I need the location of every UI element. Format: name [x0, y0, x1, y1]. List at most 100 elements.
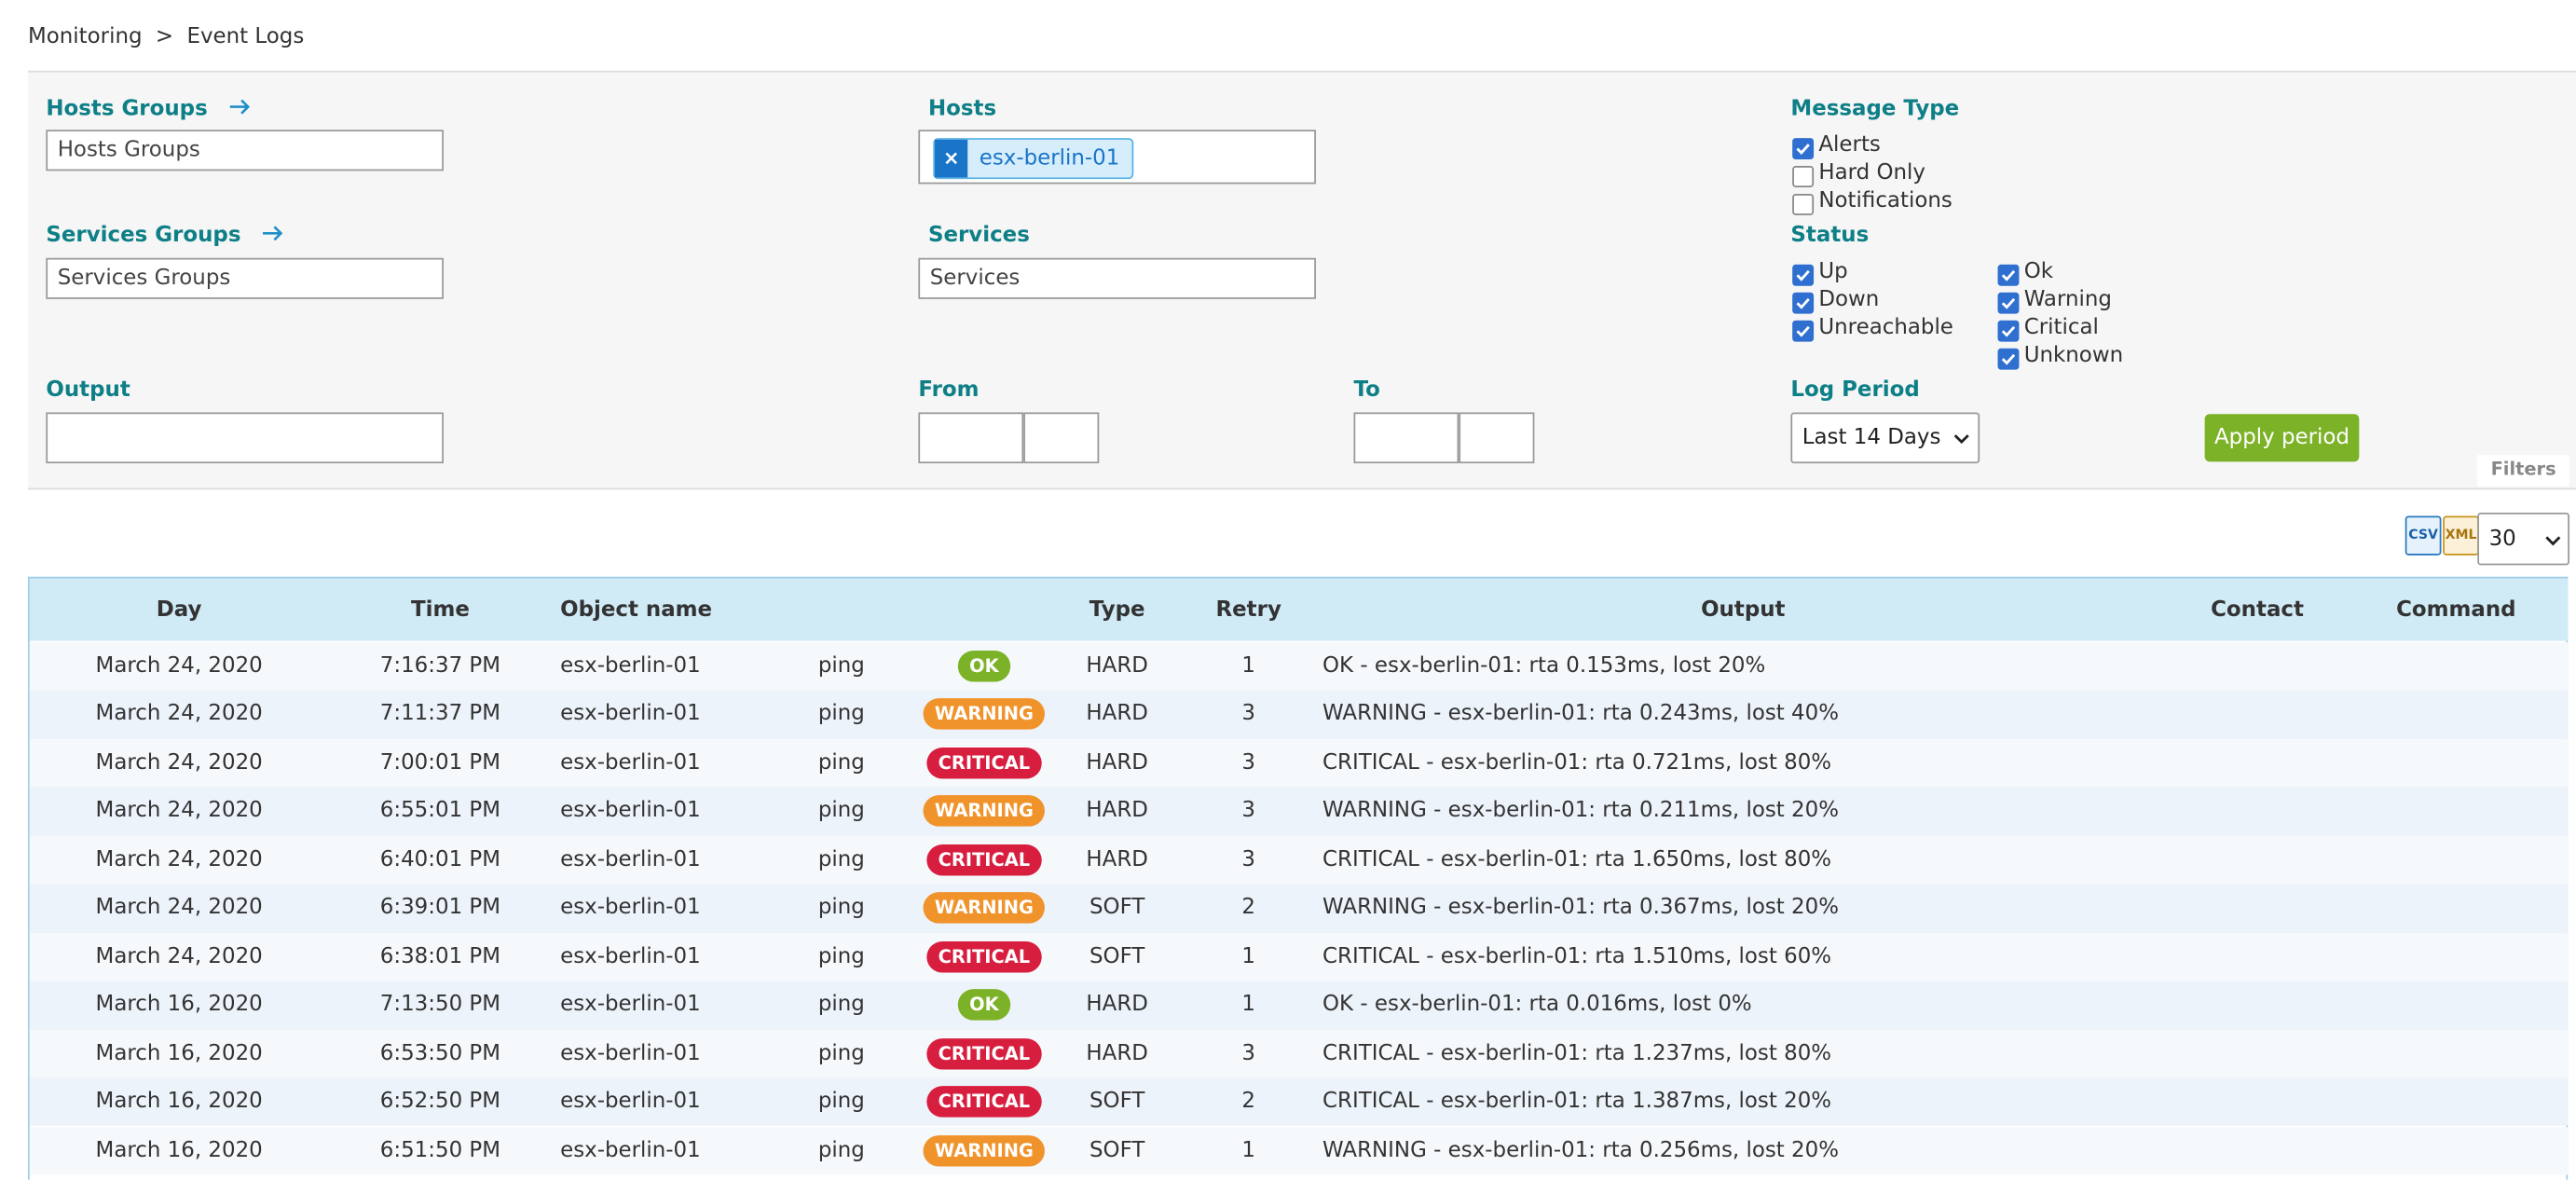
table-cell: 6:53:50 PM — [379, 1040, 501, 1066]
checkbox[interactable] — [1792, 194, 1815, 215]
apply-button[interactable]: Apply period — [2204, 414, 2360, 462]
table-cell: WARNING - esx-berlin-01: rta 0.367ms, lo… — [1322, 896, 1839, 921]
table-cell: SOFT — [1089, 944, 1145, 969]
check-icon — [1796, 144, 1810, 155]
table-cell: esx-berlin-01 — [560, 1089, 701, 1115]
text-input[interactable]: Services Groups — [46, 257, 444, 299]
table-cell: 1 — [1241, 1137, 1255, 1163]
table-cell: 1 — [1241, 992, 1255, 1018]
table-cell: SOFT — [1089, 1137, 1145, 1163]
table-cell: 7:16:37 PM — [379, 653, 501, 679]
checkbox[interactable] — [1997, 348, 2020, 370]
table-cell: 3 — [1241, 702, 1255, 727]
table-cell: 6:55:01 PM — [379, 799, 501, 824]
checkbox[interactable] — [1792, 320, 1815, 342]
table-cell: March 24, 2020 — [95, 799, 263, 824]
table-cell: ping — [817, 750, 865, 775]
column-header: Day — [156, 597, 202, 624]
table-cell: esx-berlin-01 — [560, 653, 701, 679]
table-cell: March 24, 2020 — [95, 750, 263, 775]
column-header: Output — [1701, 597, 1786, 624]
table-row: March 24, 2020 6:40:01 PM esx-berlin-01 pin… — [29, 835, 2569, 885]
table-cell: CRITICAL - esx-berlin-01: rta 1.650ms, l… — [1322, 847, 1832, 872]
table-cell: 1 — [1241, 944, 1255, 969]
checkbox[interactable] — [1792, 166, 1815, 187]
checkbox[interactable] — [1792, 138, 1815, 159]
checkbox-label: Notifications — [1818, 188, 1953, 214]
placeholder: Hosts Groups — [57, 138, 200, 163]
table-cell: HARD — [1086, 992, 1148, 1018]
table-row: March 16, 2020 6:53:50 PM esx-berlin-01 pin… — [29, 1029, 2569, 1078]
table-cell: CRITICAL - esx-berlin-01: rta 0.721ms, l… — [1322, 750, 1832, 775]
checkbox[interactable] — [1792, 292, 1815, 314]
table-cell: OK - esx-berlin-01: rta 0.016ms, lost 0% — [1322, 992, 1752, 1018]
breadcrumb-item[interactable]: Monitoring — [27, 24, 143, 49]
check-icon — [2001, 269, 2016, 281]
check-icon — [2001, 353, 2016, 365]
filter-label: From — [918, 377, 980, 403]
column-header: Type — [1089, 597, 1145, 624]
table-cell: March 24, 2020 — [95, 702, 263, 727]
table-header — [29, 578, 2569, 641]
status-badge: WARNING — [923, 795, 1046, 828]
arrow-icon[interactable] — [262, 225, 285, 241]
filters-tab[interactable]: Filters — [2477, 455, 2569, 487]
table-cell: HARD — [1086, 1040, 1148, 1066]
table-cell: OK - esx-berlin-01: rta 0.153ms, lost 20… — [1322, 653, 1766, 679]
filter-label: Services Groups — [46, 224, 284, 248]
text-input[interactable]: Services — [918, 257, 1316, 299]
chip-remove[interactable]: × — [935, 139, 968, 178]
column-header: Object name — [560, 597, 713, 624]
csv-export[interactable]: CSV — [2405, 515, 2442, 556]
table-row: March 16, 2020 6:52:50 PM esx-berlin-01 pin… — [29, 1077, 2569, 1127]
checkbox[interactable] — [1997, 320, 2020, 342]
table-cell: March 24, 2020 — [95, 896, 263, 921]
table-cell: CRITICAL - esx-berlin-01: rta 1.237ms, l… — [1322, 1040, 1832, 1066]
table-cell: ping — [817, 944, 865, 969]
page-size-select[interactable]: 30 — [2477, 512, 2569, 566]
filter-label: Services — [927, 223, 1030, 249]
checkbox[interactable] — [1792, 264, 1815, 286]
arrow-icon[interactable] — [228, 99, 252, 116]
multi-select[interactable]: × esx-berlin-01 — [918, 130, 1316, 185]
date-input[interactable] — [918, 412, 1024, 464]
table-cell: ping — [817, 992, 865, 1018]
table-cell: 1 — [1241, 653, 1255, 679]
checkbox-label: Hard Only — [1818, 160, 1926, 186]
chip-label: esx-berlin-01 — [979, 145, 1120, 172]
table-cell: ping — [817, 847, 865, 872]
table-cell: 7:13:50 PM — [379, 992, 501, 1018]
chevron-icon — [2545, 536, 2561, 546]
breadcrumb: Monitoring > Event Logs — [28, 24, 304, 48]
status-badge: CRITICAL — [926, 940, 1042, 973]
table-cell: 3 — [1241, 799, 1255, 824]
table-cell: 3 — [1241, 1040, 1255, 1066]
check-icon — [1796, 325, 1810, 337]
text-input[interactable] — [46, 412, 444, 464]
checkbox[interactable] — [1997, 292, 2020, 314]
table-cell: esx-berlin-01 — [560, 1137, 701, 1163]
table-row: March 24, 2020 6:39:01 PM esx-berlin-01 pin… — [29, 884, 2569, 933]
time-input[interactable] — [1459, 412, 1535, 464]
select-value: Last 14 Days — [1802, 425, 1941, 450]
table-cell: WARNING - esx-berlin-01: rta 0.243ms, lo… — [1322, 702, 1839, 727]
table-cell: March 16, 2020 — [95, 992, 263, 1018]
table-row: March 24, 2020 6:38:01 PM esx-berlin-01 pin… — [29, 932, 2569, 981]
text-input[interactable]: Hosts Groups — [46, 130, 444, 172]
table-cell: esx-berlin-01 — [560, 1040, 701, 1066]
status-badge: WARNING — [923, 892, 1046, 925]
status-badge: WARNING — [923, 698, 1046, 731]
select[interactable]: Last 14 Days — [1790, 412, 1980, 464]
column-header: Time — [410, 597, 470, 624]
table-cell: 7:11:37 PM — [379, 702, 501, 727]
table-cell: 6:52:50 PM — [379, 1089, 501, 1115]
time-input[interactable] — [1023, 412, 1100, 464]
xml-export[interactable]: XML — [2443, 515, 2480, 556]
checkbox[interactable] — [1997, 264, 2020, 286]
table-row: March 16, 2020 6:51:50 PM esx-berlin-01 pin… — [29, 1126, 2569, 1175]
table-cell: ping — [817, 896, 865, 921]
checkbox-label: Warning — [2023, 287, 2112, 312]
chip: × esx-berlin-01 — [933, 138, 1133, 180]
table-cell: ping — [817, 1089, 865, 1115]
date-input[interactable] — [1353, 412, 1459, 464]
